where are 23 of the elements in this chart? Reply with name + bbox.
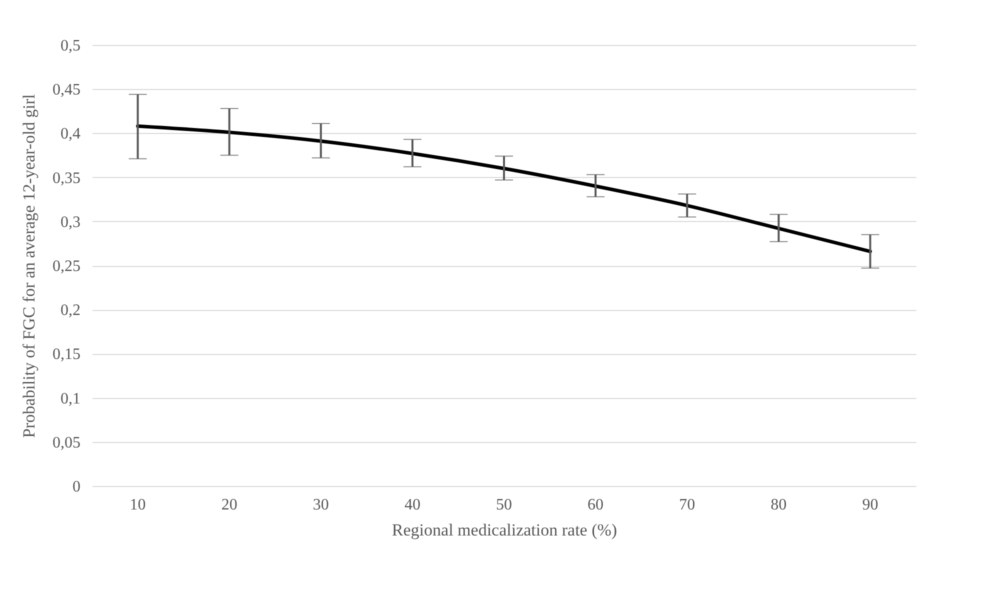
y-tick-label: 0,15 — [52, 346, 80, 364]
y-tick-label: 0,25 — [52, 258, 80, 275]
x-tick-label: 80 — [770, 496, 787, 514]
x-tick-label: 50 — [496, 496, 512, 514]
y-tick-label: 0,05 — [52, 434, 80, 452]
y-tick-label: 0,4 — [60, 126, 80, 143]
x-tick-label: 90 — [862, 496, 878, 514]
y-tick-label: 0,2 — [60, 302, 80, 320]
x-axis-title: Regional medicalization rate (%) — [392, 520, 618, 540]
y-tick-label: 0,3 — [60, 214, 80, 231]
y-tick-label: 0 — [72, 478, 80, 496]
x-tick-label: 60 — [588, 496, 604, 514]
x-tick-label: 70 — [679, 496, 696, 514]
y-axis-title: Probability of FGC for an average 12-year-old girl — [20, 94, 38, 438]
x-tick-label: 40 — [404, 496, 420, 514]
y-tick-label: 0,5 — [60, 38, 80, 54]
line-series — [136, 124, 872, 254]
x-tick-label: 20 — [221, 496, 238, 514]
y-tick-label: 0,45 — [52, 82, 80, 99]
x-tick-label: 30 — [312, 496, 329, 514]
y-tick-label: 0,1 — [60, 390, 80, 408]
x-tick-label: 10 — [130, 496, 146, 514]
y-tick-label: 0,35 — [52, 170, 80, 187]
